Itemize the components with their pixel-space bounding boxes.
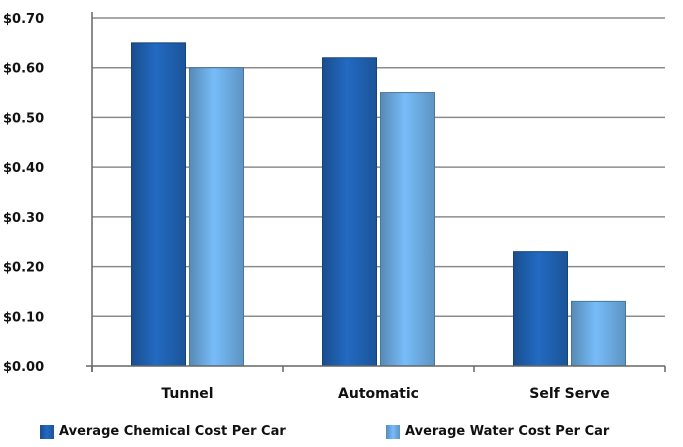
bar-automatic-series-2 [380, 92, 435, 367]
bar-self-serve-series-1 [513, 251, 568, 367]
legend-item-water: Average Water Cost Per Car [386, 424, 609, 439]
legend-swatch-water [386, 424, 400, 439]
legend-swatch-chemical [40, 424, 54, 439]
y-tick-label: $0.20 [3, 261, 44, 276]
x-axis-category-labels: Tunnel Automatic Self Serve [161, 386, 609, 402]
legend-item-chemical: Average Chemical Cost Per Car [40, 424, 286, 439]
y-tick-label: $0.70 [3, 12, 44, 27]
bars [131, 42, 626, 367]
x-category-label: Self Serve [529, 386, 609, 402]
y-tick-label: $0.10 [3, 310, 44, 325]
y-tick-label: $0.30 [3, 211, 44, 226]
bar-automatic-series-1 [322, 57, 377, 367]
bar-tunnel-series-2 [189, 67, 244, 367]
legend-label-water: Average Water Cost Per Car [405, 424, 610, 439]
y-tick-label: $0.50 [3, 111, 44, 126]
y-tick-label: $0.40 [3, 161, 44, 176]
x-category-label: Automatic [338, 386, 419, 402]
x-category-label: Tunnel [161, 386, 213, 402]
y-tick-label: $0.60 [3, 62, 44, 77]
legend: Average Chemical Cost Per Car Average Wa… [0, 420, 683, 444]
bar-tunnel-series-1 [131, 42, 186, 367]
axes [86, 12, 666, 372]
y-tick-label: $0.00 [3, 360, 44, 375]
bar-self-serve-series-2 [571, 300, 626, 367]
legend-label-chemical: Average Chemical Cost Per Car [59, 424, 286, 439]
y-axis-tick-labels: $0.70 $0.60 $0.50 $0.40 $0.30 $0.20 $0.10 $0.00 [3, 12, 44, 375]
gridlines [92, 17, 665, 318]
